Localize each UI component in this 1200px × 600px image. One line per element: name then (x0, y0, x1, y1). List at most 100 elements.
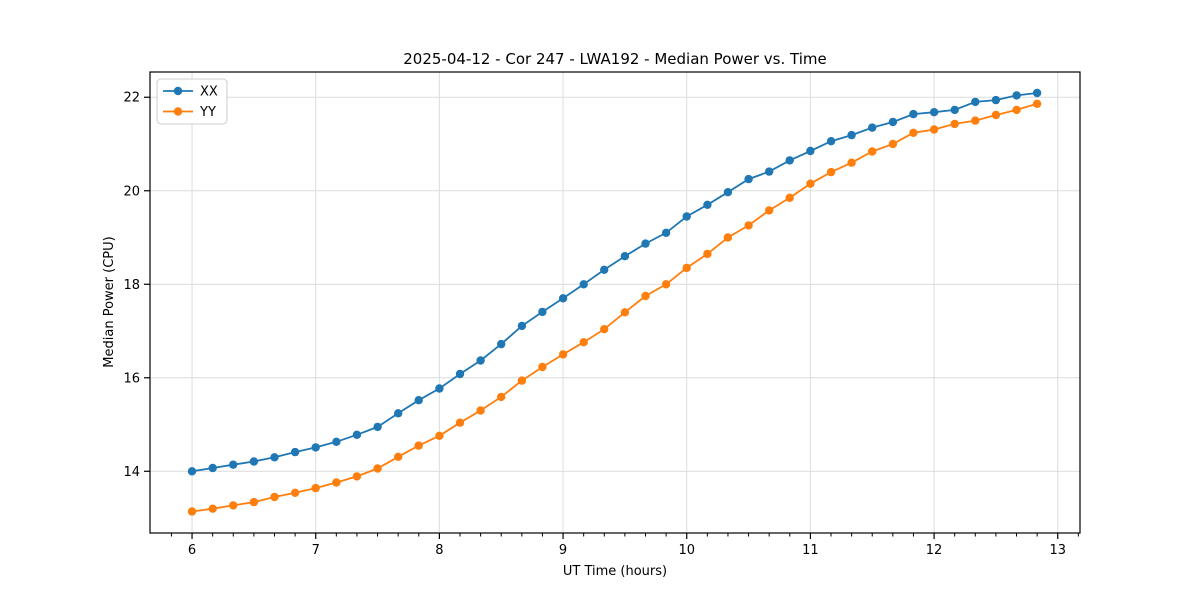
data-series (187, 88, 1042, 516)
x-tick-label: 9 (559, 543, 567, 558)
legend-item-XX: XX (163, 85, 218, 100)
series-YY-point (765, 206, 774, 215)
series-YY-point (229, 501, 238, 510)
y-tick-label: 14 (123, 465, 140, 480)
series-XX-point (723, 188, 733, 197)
gridlines (150, 72, 1080, 533)
y-axis-label: Median Power (CPU) (102, 236, 117, 367)
series-YY-point (332, 478, 341, 487)
x-tick-label: 11 (802, 543, 819, 558)
series-YY-point (517, 376, 527, 385)
x-tick-label: 8 (435, 543, 443, 558)
series-XX-point (1012, 91, 1021, 100)
series-YY-line (191, 102, 1038, 513)
series-YY-point (641, 291, 650, 301)
series-XX-point (909, 109, 918, 119)
series-YY-point (682, 263, 691, 273)
series-YY-point (249, 497, 259, 507)
series-XX-point (620, 252, 630, 261)
series-YY-point (744, 221, 753, 230)
series-YY-point (620, 308, 630, 317)
series-YY-point (558, 350, 568, 359)
legend-label: XX (200, 85, 218, 100)
series-YY-point (785, 193, 794, 202)
series-YY-point (497, 392, 506, 402)
series-YY-point (723, 233, 733, 242)
series-XX-point (455, 369, 465, 379)
series-YY-point (476, 406, 485, 415)
series-YY-point (888, 139, 898, 149)
series-XX-line (191, 92, 1038, 473)
x-tick-label: 10 (678, 543, 695, 558)
series-XX-point (517, 321, 527, 331)
series-YY-point (373, 464, 382, 473)
series-YY-point (1032, 99, 1042, 109)
series-YY-point (950, 119, 959, 129)
series-XX-point (290, 447, 300, 457)
y-tick-label: 18 (123, 278, 140, 293)
series-XX-point (929, 108, 939, 117)
series-XX-point (971, 97, 980, 107)
chart-title: 2025-04-12 - Cor 247 - LWA192 - Median P… (403, 50, 827, 68)
series-YY-point (455, 418, 465, 427)
series-YY-point (1012, 105, 1021, 115)
series-XX-point (558, 294, 568, 303)
series-XX-point (332, 437, 341, 446)
series-YY-point (991, 110, 1001, 120)
series-XX-point (868, 123, 877, 132)
legend-marker (173, 107, 183, 116)
legend: XX YY (156, 78, 228, 125)
series-XX (187, 88, 1042, 476)
series-YY-point (929, 125, 939, 134)
series-YY-point (208, 504, 217, 513)
series-YY-point (352, 472, 362, 481)
x-tick-label: 13 (1049, 543, 1066, 558)
y-tick-label: 20 (123, 184, 140, 199)
legend-label: YY (199, 105, 216, 120)
axis-ticks: 6 7 8 9 10 11 12 13 14 16 18 20 22 (123, 91, 1079, 558)
series-YY-point (971, 116, 980, 125)
series-XX-point (806, 146, 815, 156)
series-XX-point (538, 307, 547, 317)
series-XX-point (785, 156, 794, 165)
series-YY-point (909, 128, 918, 137)
series-XX-point (888, 117, 898, 127)
series-XX-point (579, 280, 588, 289)
x-tick-label: 6 (188, 543, 196, 558)
series-YY-point (600, 325, 609, 334)
series-XX-point (744, 174, 753, 184)
series-XX-point (394, 409, 403, 418)
series-XX-point (435, 384, 444, 393)
series-YY-point (270, 492, 279, 502)
series-YY-point (538, 362, 547, 372)
series-XX-point (682, 212, 691, 221)
series-XX-point (600, 265, 609, 274)
x-tick-label: 12 (926, 543, 943, 558)
series-YY-point (826, 167, 836, 177)
series-YY-point (311, 483, 320, 493)
series-YY-point (394, 452, 403, 461)
series-YY-point (290, 488, 300, 497)
series-XX-point (352, 430, 362, 439)
series-XX-point (826, 137, 836, 146)
legend-item-YY: YY (163, 105, 216, 120)
series-XX-point (373, 422, 382, 432)
series-XX-point (950, 105, 959, 115)
series-YY-point (187, 507, 197, 516)
series-XX-point (847, 130, 856, 140)
series-XX-point (476, 356, 485, 365)
y-tick-label: 22 (123, 91, 140, 106)
series-YY-point (847, 158, 856, 167)
series-XX-point (270, 453, 279, 462)
series-XX-point (703, 200, 712, 209)
x-axis-label: UT Time (hours) (563, 564, 667, 579)
series-XX-point (229, 460, 238, 469)
series-XX-point (249, 457, 259, 466)
series-XX-point (187, 467, 197, 476)
series-XX-point (414, 396, 423, 405)
series-XX-point (991, 95, 1001, 105)
series-YY-point (579, 338, 588, 347)
legend-marker (173, 86, 183, 96)
